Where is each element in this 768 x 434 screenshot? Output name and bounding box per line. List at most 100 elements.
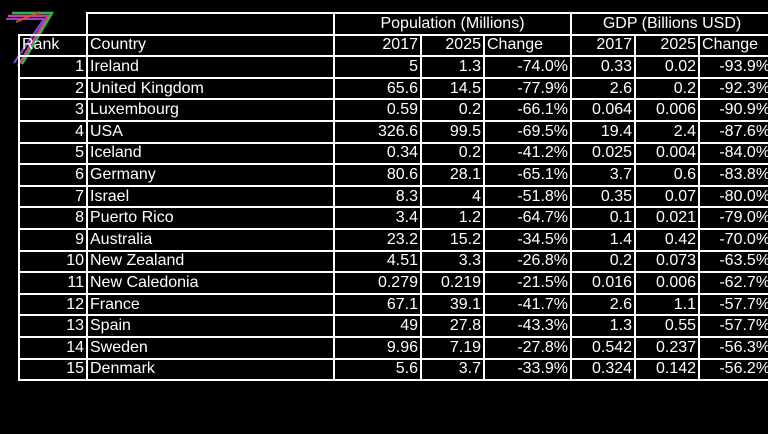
group-header-row: Population (Millions) GDP (Billions USD) [19,12,768,36]
cell-rank: 5 [18,141,88,166]
cell-rank: 12 [18,292,88,317]
col-header-pop-change: Change [482,33,573,58]
cell-pop-2025: 4 [420,184,485,209]
cell-country: Sweden [86,335,335,360]
cell-gdp-2025: 2.4 [634,119,701,144]
cell-gdp-2025: 0.142 [634,357,701,382]
cell-gdp-2025: 0.6 [634,163,701,187]
cell-gdp-2025: 0.02 [634,55,701,79]
cell-gdp-change: -83.8% [698,163,768,187]
cell-pop-2017: 49 [333,314,422,338]
cell-country: Spain [86,314,335,338]
cell-pop-change: -51.8% [482,184,573,209]
table-row: 14 Sweden 9.96 7.19 -27.8% 0.542 0.237 -56.3% [18,335,768,360]
cell-pop-2017: 326.6 [333,119,422,144]
cell-country: Germany [86,163,335,187]
cell-pop-2025: 15.2 [420,227,485,252]
cell-pop-2017: 5 [333,55,422,79]
cell-rank: 13 [18,314,88,338]
cell-pop-change: -77.9% [482,76,573,101]
cell-pop-2017: 9.96 [333,335,422,360]
cell-pop-change: -64.7% [482,206,573,230]
cell-gdp-2017: 0.542 [570,335,637,360]
cell-rank: 1 [18,55,88,79]
cell-pop-2017: 0.59 [333,98,422,122]
cell-country: United Kingdom [86,76,335,101]
cell-country: Israel [86,184,335,209]
cell-pop-2017: 3.4 [333,206,422,230]
cell-pop-change: -27.8% [482,335,573,360]
cell-gdp-2025: 0.006 [634,271,701,295]
cell-pop-2025: 7.19 [420,335,485,360]
cell-country: Ireland [86,55,335,79]
cell-gdp-change: -84.0% [698,141,768,166]
table-row: 9 Australia 23.2 15.2 -34.5% 1.4 0.42 -70.0% [18,227,768,252]
cell-country: USA [86,119,335,144]
cell-pop-2025: 39.1 [420,292,485,317]
table-row: 5 Iceland 0.34 0.2 -41.2% 0.025 0.004 -84.0% [18,141,768,166]
table-row: 10 New Zealand 4.51 3.3 -26.8% 0.2 0.073 -63.5% [18,249,768,274]
cell-pop-2025: 0.219 [420,271,485,295]
table-row: 7 Israel 8.3 4 -51.8% 0.35 0.07 -80.0% [18,184,768,209]
cell-gdp-2017: 1.4 [570,227,637,252]
cell-gdp-change: -56.2% [698,357,768,382]
cell-gdp-2017: 0.1 [570,206,637,230]
table-row: 4 USA 326.6 99.5 -69.5% 19.4 2.4 -87.6% [18,119,768,144]
cell-rank: 4 [18,119,88,144]
cell-pop-change: -34.5% [482,227,573,252]
table-row: 3 Luxembourg 0.59 0.2 -66.1% 0.064 0.006 -90.9% [18,98,768,122]
cell-gdp-change: -63.5% [698,249,768,274]
cell-gdp-2025: 0.006 [634,98,701,122]
cell-pop-2025: 3.3 [420,249,485,274]
cell-country: Australia [86,227,335,252]
cell-gdp-change: -93.9% [698,55,768,79]
header-blank [86,12,335,36]
cell-gdp-2017: 0.016 [570,271,637,295]
table-row: 8 Puerto Rico 3.4 1.2 -64.7% 0.1 0.021 -79.0% [18,206,768,230]
cell-pop-2017: 65.6 [333,76,422,101]
cell-pop-change: -26.8% [482,249,573,274]
cell-gdp-change: -62.7% [698,271,768,295]
cell-rank: 14 [18,335,88,360]
cell-rank: 11 [18,271,88,295]
header-corner [19,13,87,35]
cell-country: France [86,292,335,317]
cell-gdp-change: -80.0% [698,184,768,209]
col-header-country: Country [86,33,335,58]
cell-gdp-2025: 0.237 [634,335,701,360]
table-body: 1 Ireland 5 1.3 -74.0% 0.33 0.02 -93.9% 2 United … [18,55,768,382]
cell-pop-2025: 3.7 [420,357,485,382]
cell-gdp-2025: 0.55 [634,314,701,338]
cell-pop-2017: 4.51 [333,249,422,274]
cell-gdp-2017: 3.7 [570,163,637,187]
col-header-rank: Rank [18,33,88,58]
cell-pop-2025: 1.3 [420,55,485,79]
cell-gdp-2017: 0.064 [570,98,637,122]
cell-pop-2017: 0.279 [333,271,422,295]
cell-gdp-2025: 0.021 [634,206,701,230]
cell-gdp-2017: 2.6 [570,292,637,317]
cell-country: Puerto Rico [86,206,335,230]
table-row: 6 Germany 80.6 28.1 -65.1% 3.7 0.6 -83.8% [18,163,768,187]
cell-gdp-2017: 0.33 [570,55,637,79]
cell-pop-change: -43.3% [482,314,573,338]
cell-country: Iceland [86,141,335,166]
cell-pop-2025: 0.2 [420,98,485,122]
col-header-gdp-change: Change [698,33,768,58]
cell-gdp-2017: 19.4 [570,119,637,144]
cell-pop-2017: 0.34 [333,141,422,166]
data-table: Population (Millions) GDP (Billions USD)… [18,12,768,382]
cell-pop-2017: 23.2 [333,227,422,252]
cell-rank: 8 [18,206,88,230]
cell-pop-change: -65.1% [482,163,573,187]
cell-gdp-2025: 1.1 [634,292,701,317]
cell-rank: 3 [18,98,88,122]
cell-gdp-change: -79.0% [698,206,768,230]
col-header-gdp-2017: 2017 [570,33,637,58]
table-row: 13 Spain 49 27.8 -43.3% 1.3 0.55 -57.7% [18,314,768,338]
cell-pop-2025: 99.5 [420,119,485,144]
cell-gdp-change: -92.3% [698,76,768,101]
cell-gdp-2017: 0.35 [570,184,637,209]
cell-pop-change: -74.0% [482,55,573,79]
table-row: 12 France 67.1 39.1 -41.7% 2.6 1.1 -57.7% [18,292,768,317]
